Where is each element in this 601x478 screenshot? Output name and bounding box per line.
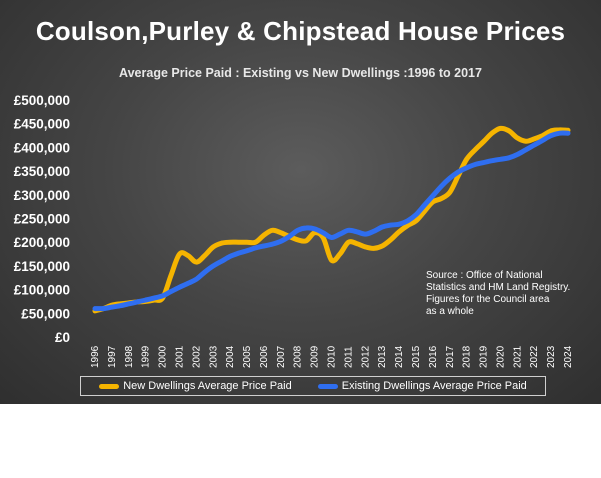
x-tick-label: 2019: [479, 345, 490, 368]
x-tick-label: 2010: [327, 345, 338, 368]
x-tick-label: 1996: [90, 345, 101, 368]
x-tick-label: 2017: [445, 345, 456, 368]
chart-title: Coulson,Purley & Chipstead House Prices: [35, 16, 566, 46]
legend-item-existing-dwellings: Existing Dwellings Average Price Paid: [317, 380, 527, 392]
y-tick-label: £300,000: [14, 188, 70, 203]
source-annotation-line: as a whole: [426, 306, 474, 317]
x-tick-label: 2013: [377, 345, 388, 368]
x-tick-label: 2016: [428, 345, 439, 368]
y-tick-label: £250,000: [14, 212, 70, 227]
x-tick-label: 2006: [259, 345, 270, 368]
y-tick-label: £0: [55, 330, 70, 345]
x-tick-label: 1998: [124, 345, 135, 368]
x-tick-label: 2018: [462, 345, 473, 368]
chart-subtitle: Average Price Paid : Existing vs New Dwe…: [119, 66, 482, 80]
y-tick-label: £400,000: [14, 140, 70, 155]
x-tick-label: 2020: [495, 345, 506, 368]
x-tick-label: 1997: [107, 345, 118, 368]
chart-legend: New Dwellings Average Price Paid Existin…: [80, 376, 546, 396]
line-chart: £0 £50,000 £100,000 £150,000 £200,000 £250,00…: [14, 93, 574, 368]
x-tick-label: 2015: [411, 345, 422, 368]
legend-label-existing-dwellings: Existing Dwellings Average Price Paid: [341, 380, 527, 392]
source-annotation-line: Statistics and HM Land Registry.: [426, 282, 570, 293]
y-tick-label: £450,000: [14, 117, 70, 132]
x-tick-label: 2024: [563, 345, 574, 368]
x-tick-label: 2011: [343, 346, 354, 368]
series-line-new-dwellings: [92, 125, 571, 314]
y-tick-label: £100,000: [14, 283, 70, 298]
y-tick-label: £350,000: [14, 164, 70, 179]
source-annotation-line: Source : Office of National: [426, 270, 543, 281]
x-tick-label: 2001: [174, 345, 185, 368]
y-tick-label: £200,000: [14, 235, 70, 250]
legend-item-new-dwellings: New Dwellings Average Price Paid: [99, 380, 292, 392]
chart-panel: Coulson,Purley & Chipstead House Prices …: [0, 0, 601, 404]
y-tick-label: £500,000: [14, 93, 70, 108]
y-tick-label: £50,000: [21, 306, 70, 321]
series-line-existing-dwellings: [92, 130, 571, 312]
x-tick-label: 2021: [512, 345, 523, 368]
x-tick-label: 2009: [310, 345, 321, 368]
x-tick-label: 2008: [293, 345, 304, 368]
x-tick-label: 2002: [191, 345, 202, 368]
x-tick-label: 2014: [394, 345, 405, 368]
x-tick-label: 2005: [242, 345, 253, 368]
x-tick-label: 2012: [360, 345, 371, 368]
x-tick-label: 2004: [225, 345, 236, 368]
x-tick-label: 2007: [276, 345, 287, 368]
source-annotation-line: Figures for the Council area: [426, 294, 550, 305]
x-tick-label: 1999: [141, 345, 152, 368]
y-tick-label: £150,000: [14, 259, 70, 274]
x-tick-label: 2023: [546, 345, 557, 368]
legend-swatch-new-dwellings: [99, 383, 120, 389]
legend-label-new-dwellings: New Dwellings Average Price Paid: [123, 380, 292, 392]
x-tick-label: 2000: [158, 345, 169, 368]
x-tick-label: 2003: [208, 345, 219, 368]
legend-swatch-existing-dwellings: [317, 383, 338, 389]
x-tick-label: 2022: [529, 345, 540, 368]
